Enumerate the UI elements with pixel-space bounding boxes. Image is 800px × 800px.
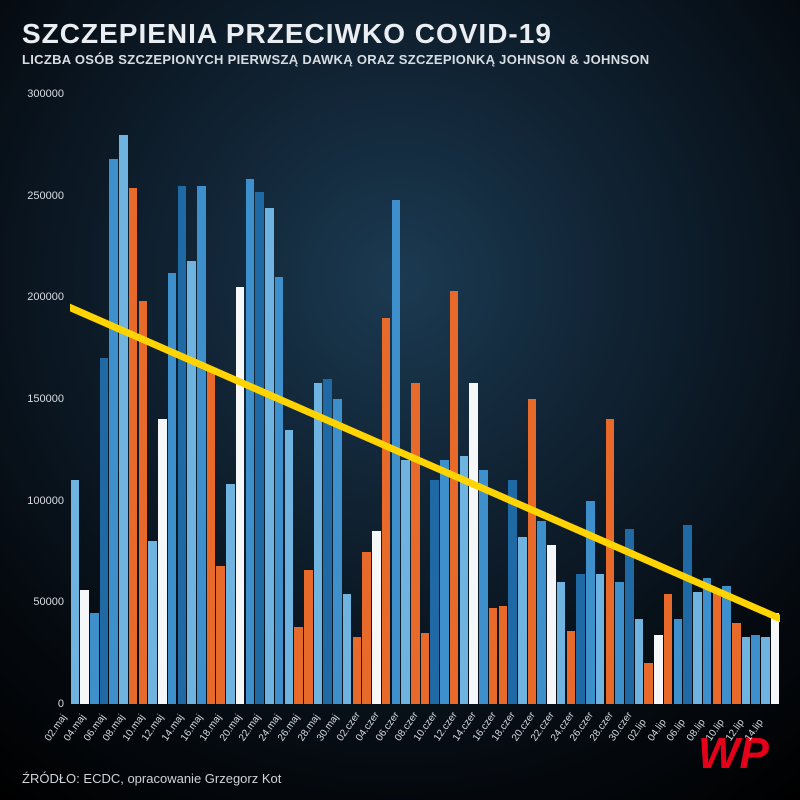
bar: [518, 537, 527, 704]
bar: [489, 608, 498, 704]
bar: [294, 627, 303, 704]
bar: [323, 379, 332, 704]
x-tick-label: 04.lip: [646, 717, 669, 743]
bar: [693, 592, 702, 704]
bar: [207, 369, 216, 705]
bar: [440, 460, 449, 704]
bar: [713, 592, 722, 704]
bar: [606, 419, 615, 704]
bar: [421, 633, 430, 704]
bar: [148, 541, 157, 704]
bar: [537, 521, 546, 704]
bar: [411, 383, 420, 704]
bar: [528, 399, 537, 704]
bar: [615, 582, 624, 704]
bar: [158, 419, 167, 704]
bar: [139, 301, 148, 704]
bar: [664, 594, 673, 704]
plot-area: [70, 94, 780, 704]
bar: [586, 501, 595, 704]
bar: [168, 273, 177, 704]
y-tick-label: 300000: [6, 88, 64, 100]
bar: [674, 619, 683, 704]
bar: [197, 186, 206, 705]
bar: [216, 566, 225, 704]
bar: [236, 287, 245, 704]
x-tick-label: 06.lip: [665, 717, 688, 743]
bar: [304, 570, 313, 704]
bar: [771, 613, 780, 705]
bar: [557, 582, 566, 704]
bar: [430, 480, 439, 704]
bar: [654, 635, 663, 704]
bar: [761, 637, 770, 704]
bar: [401, 460, 410, 704]
y-tick-label: 200000: [6, 291, 64, 303]
y-tick-label: 250000: [6, 190, 64, 202]
bar: [333, 399, 342, 704]
bar: [450, 291, 459, 704]
bar: [362, 552, 371, 705]
bar: [187, 261, 196, 704]
bar: [90, 613, 99, 705]
bar: [625, 529, 634, 704]
bar: [372, 531, 381, 704]
bar: [460, 456, 469, 704]
bar: [129, 188, 138, 704]
chart-title: SZCZEPIENIA PRZECIWKO COVID-19: [22, 18, 552, 50]
bar: [596, 574, 605, 704]
bar: [499, 606, 508, 704]
bar: [635, 619, 644, 704]
bar: [469, 383, 478, 704]
bar: [392, 200, 401, 704]
bar: [703, 578, 712, 704]
bar: [683, 525, 692, 704]
bar: [508, 480, 517, 704]
bar: [314, 383, 323, 704]
bar: [576, 574, 585, 704]
bar: [265, 208, 274, 704]
bar: [382, 318, 391, 704]
y-tick-label: 100000: [6, 495, 64, 507]
bar: [567, 631, 576, 704]
bar: [644, 663, 653, 704]
bar: [751, 635, 760, 704]
bar: [100, 358, 109, 704]
bar: [71, 480, 80, 704]
bar: [722, 586, 731, 704]
bar: [742, 637, 751, 704]
bar: [109, 159, 118, 704]
y-tick-label: 0: [6, 698, 64, 710]
bar: [255, 192, 264, 704]
y-tick-label: 150000: [6, 393, 64, 405]
bar: [178, 186, 187, 705]
bar: [547, 545, 556, 704]
source-text: ŹRÓDŁO: ECDC, opracowanie Grzegorz Kot: [22, 771, 281, 786]
bar: [353, 637, 362, 704]
bar: [479, 470, 488, 704]
bar: [285, 430, 294, 705]
bar: [275, 277, 284, 704]
y-tick-label: 50000: [6, 596, 64, 608]
bar: [80, 590, 89, 704]
bar: [119, 135, 128, 704]
chart-card: SZCZEPIENIA PRZECIWKO COVID-19 LICZBA OS…: [0, 0, 800, 800]
bar: [343, 594, 352, 704]
bar: [246, 179, 255, 704]
bar: [732, 623, 741, 704]
bar: [226, 484, 235, 704]
chart-subtitle: LICZBA OSÓB SZCZEPIONYCH PIERWSZĄ DAWKĄ …: [22, 52, 649, 67]
